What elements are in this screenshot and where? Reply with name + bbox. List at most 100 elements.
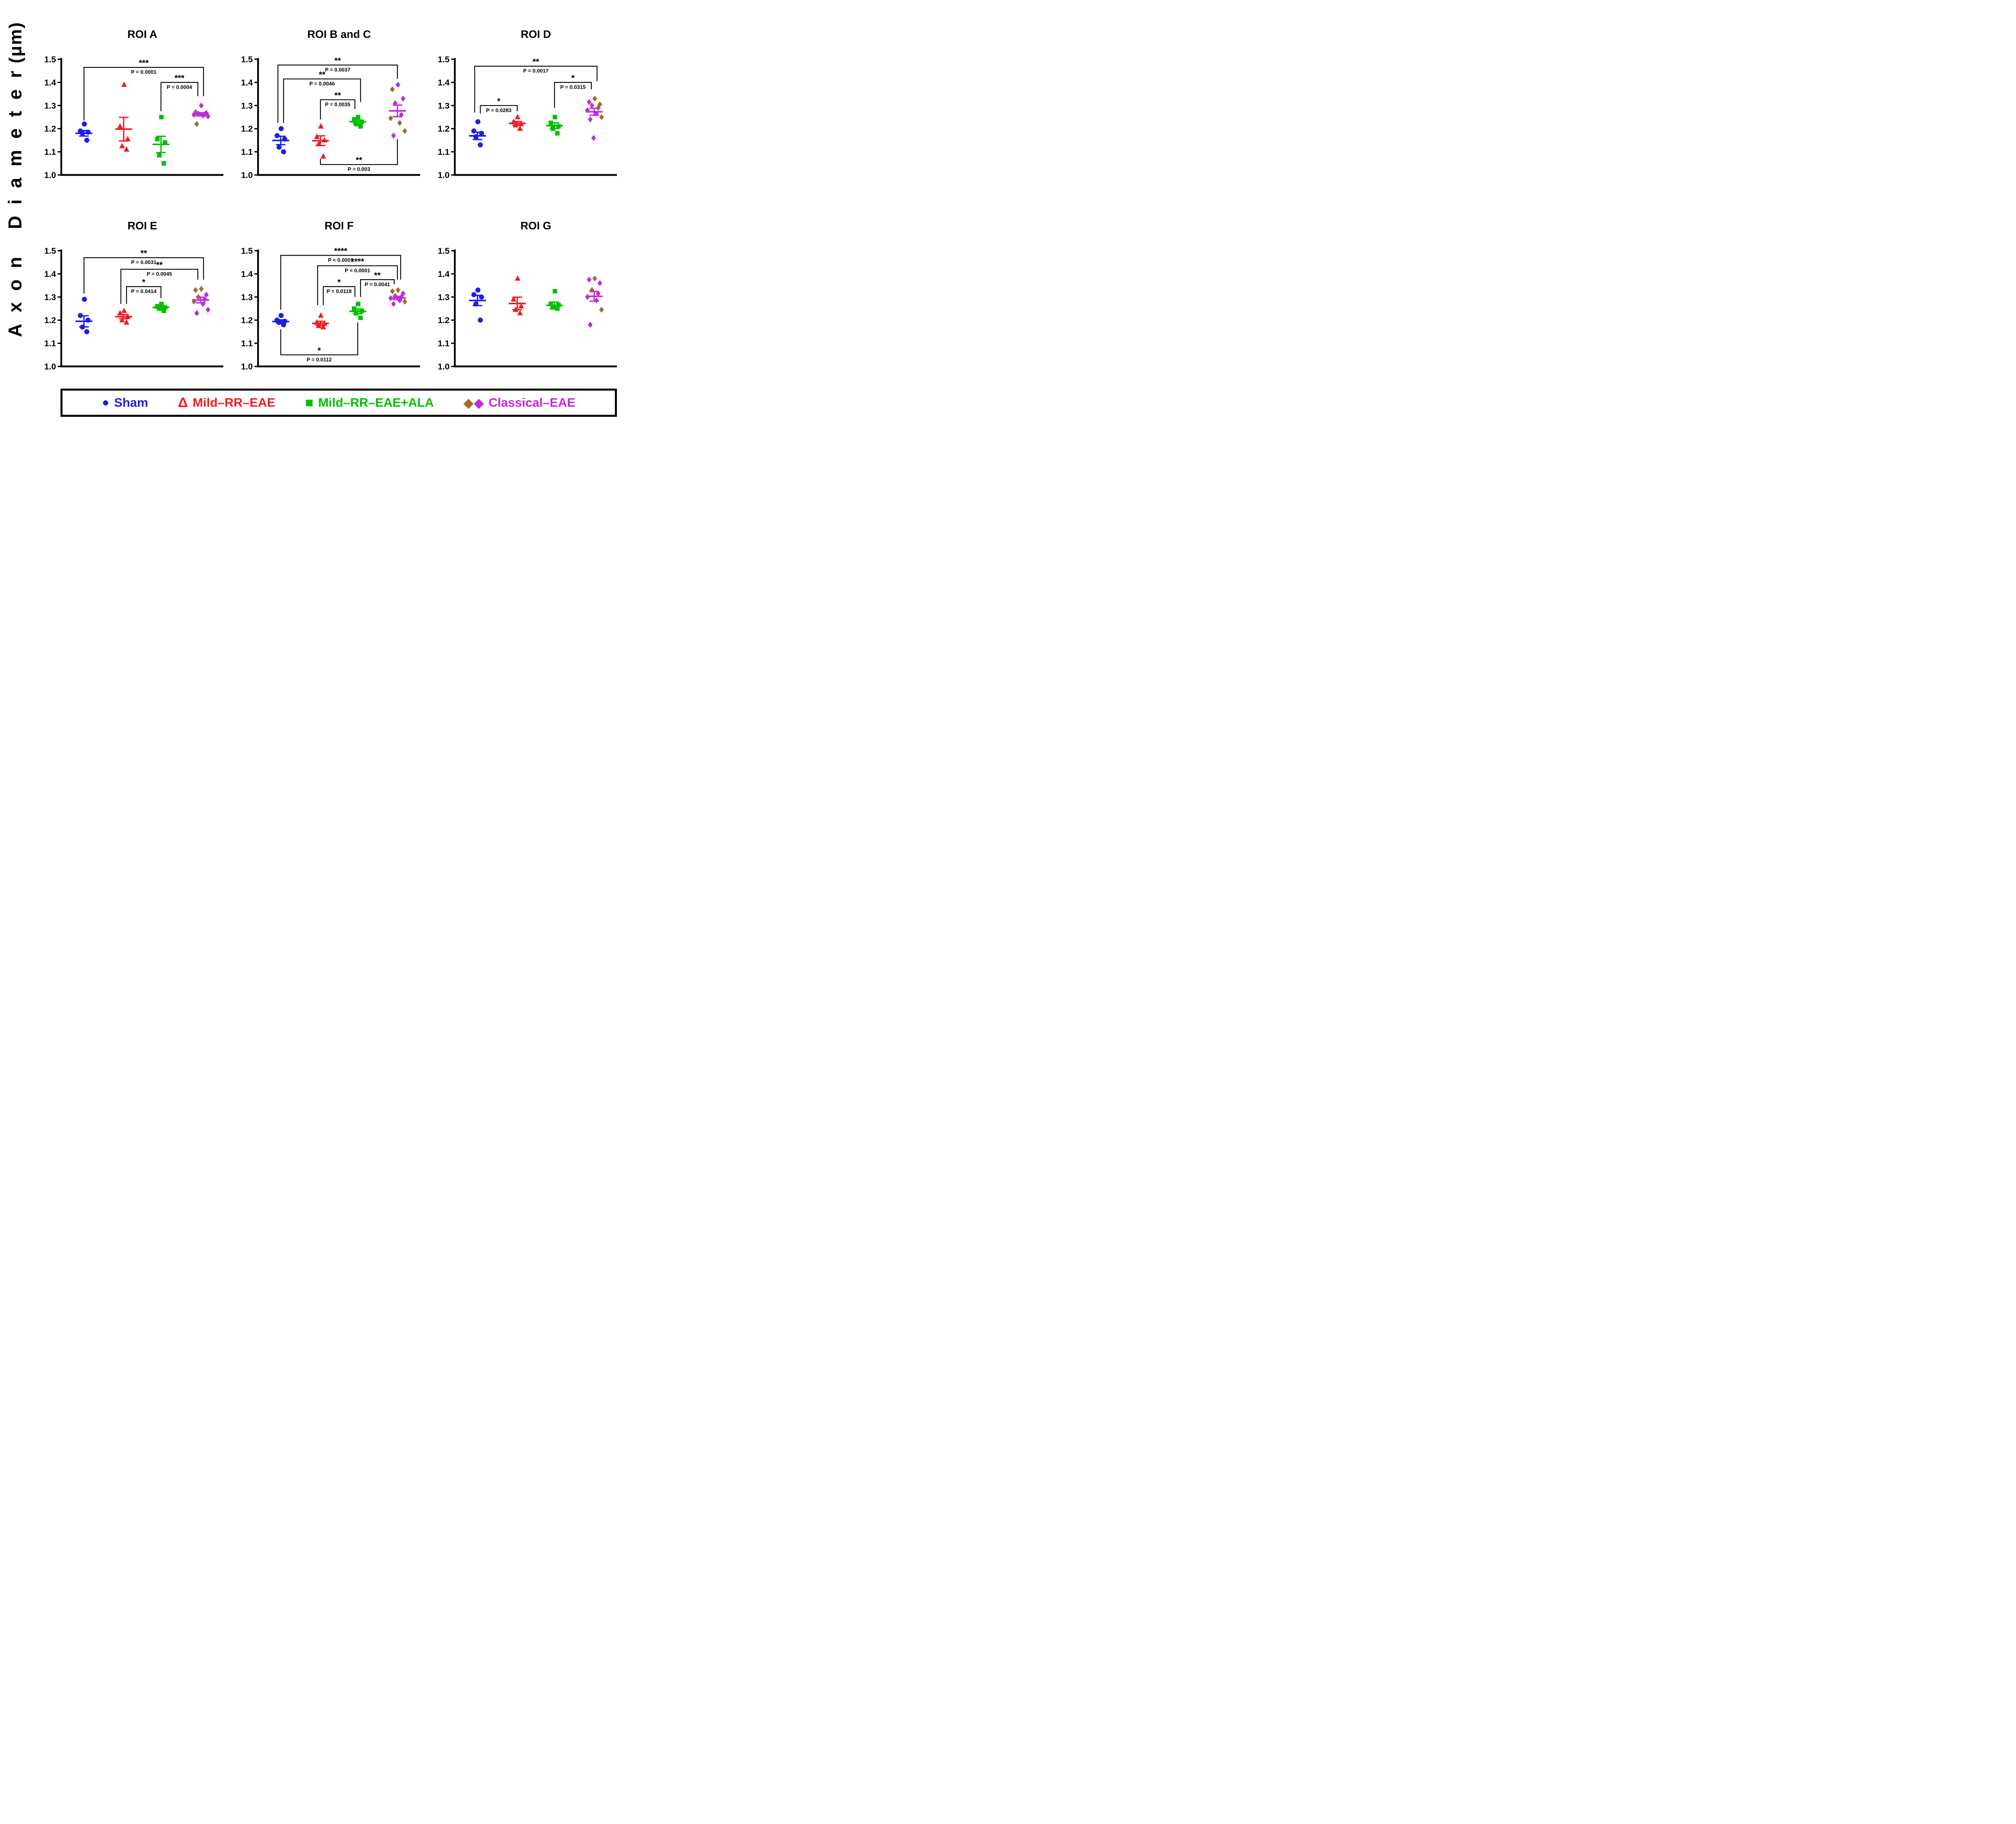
significance-stars: **: [374, 271, 381, 280]
data-point: [123, 146, 129, 152]
scatter-plot-roi-a: 1.01.11.21.31.41.5 ***P = 0.0001***P = 0.…: [44, 55, 223, 180]
data-point: [356, 114, 360, 120]
data-point: [396, 287, 401, 293]
data-point: [475, 287, 481, 293]
significance-bracket: [126, 286, 162, 304]
data-point: [514, 275, 521, 281]
scatter-plot-roi-b-and-c: 1.01.11.21.31.41.5 **P = 0.0037**P = 0.00…: [241, 55, 420, 180]
y-tick-label: 1.2: [241, 316, 253, 325]
data-point: [157, 153, 162, 158]
significance-stars: *: [318, 346, 321, 355]
y-axis-label-column: Axon Diameter (μm): [0, 0, 37, 374]
data-point: [390, 86, 395, 93]
panel-title: ROI D: [521, 28, 551, 40]
data-point: [276, 144, 282, 150]
significance-stars: **: [156, 260, 163, 270]
p-value-label: P < 0.0001: [328, 257, 353, 263]
significance-bracket: [360, 279, 395, 297]
y-tick-label: 1.5: [438, 55, 450, 64]
y-tick-label: 1.1: [438, 148, 450, 157]
p-value-label: P = 0.0004: [167, 84, 192, 90]
data-point: [320, 153, 326, 159]
data-point: [588, 322, 593, 328]
data-point: [518, 303, 524, 309]
panel-roi-a: ROI A 1.0 1.1 1.2 1.3 1.4 1.5 *** P = 0.0001 ***…: [37, 28, 227, 181]
data-point: [477, 317, 483, 323]
data-point: [318, 312, 324, 318]
p-value-label: P = 0.0041: [364, 281, 390, 287]
y-tick-label: 1.4: [241, 270, 253, 279]
significance-bracket: [474, 66, 598, 113]
data-point: [123, 319, 129, 325]
significance-stars: ****: [351, 257, 364, 266]
significance-stars: **: [319, 70, 326, 79]
data-point: [517, 310, 523, 316]
y-tick-label: 1.4: [44, 78, 56, 87]
triangle-marker-icon: Δ: [178, 395, 188, 410]
data-point: [592, 275, 598, 282]
significance-stars: ****: [334, 246, 348, 256]
p-value-label: P = 0.0031: [131, 259, 156, 265]
data-point: [471, 292, 477, 297]
y-tick-label: 1.0: [44, 171, 56, 180]
p-value-label: P = 0.003: [348, 166, 370, 172]
panel-roi-g: ROI G 1.0 1.1 1.2 1.3 1.4 1.5: [431, 220, 620, 372]
data-point: [599, 306, 604, 313]
data-point: [193, 109, 198, 115]
data-point: [402, 128, 407, 134]
data-point: [117, 123, 123, 129]
data-point: [352, 117, 356, 122]
data-point: [588, 116, 593, 123]
p-value-label: P = 0.0112: [307, 356, 332, 362]
data-point: [397, 120, 402, 126]
significance-stars: *: [571, 73, 575, 83]
data-point: [596, 290, 601, 297]
significance-bracket: [554, 82, 592, 108]
data-point: [587, 277, 592, 283]
p-value-label: P = 0.0045: [147, 271, 172, 277]
data-point: [81, 297, 87, 302]
y-tick-label: 1.1: [241, 148, 253, 157]
p-value-label: P = 0.0046: [309, 81, 335, 87]
significance-stars: **: [140, 249, 147, 258]
data-point: [199, 286, 204, 292]
significance-stars: **: [356, 156, 362, 165]
data-point: [591, 135, 596, 141]
data-point: [121, 308, 127, 313]
data-point: [599, 114, 604, 120]
legend-label-mild-rr-eae-ala: Mild–RR–EAE+ALA: [318, 395, 434, 410]
data-point: [592, 96, 598, 102]
data-point: [206, 306, 210, 313]
data-point: [555, 131, 560, 136]
data-point: [281, 149, 286, 154]
p-value-label: P = 0.0001: [131, 69, 156, 75]
y-tick-label: 1.5: [438, 247, 450, 256]
significance-stars: *: [337, 278, 341, 287]
panel-title: ROI E: [127, 220, 157, 232]
significance-bracket: [280, 322, 358, 356]
data-point: [125, 136, 131, 141]
y-tick-label: 1.4: [241, 78, 253, 87]
legend-label-classical-eae: Classical–EAE: [488, 395, 576, 410]
legend-item-sham: ● Sham: [102, 395, 148, 410]
y-tick-label: 1.0: [438, 362, 450, 372]
panel-title: ROI G: [520, 220, 552, 232]
data-point: [396, 81, 401, 88]
y-tick-label: 1.1: [438, 339, 450, 348]
significance-stars: ***: [139, 58, 149, 68]
data-point: [81, 121, 87, 127]
data-point: [162, 140, 167, 145]
legend-box: ● Sham Δ Mild–RR–EAE ■ Mild–RR–EAE+ALA ◆…: [60, 389, 617, 417]
data-point: [356, 302, 360, 306]
figure-root: Axon Diameter (μm) ROI A 1.0 1.1 1.2 1.3 1.4…: [0, 0, 629, 426]
data-point: [159, 114, 164, 120]
legend-item-mild-rr-eae: Δ Mild–RR–EAE: [178, 395, 275, 410]
data-point: [391, 301, 396, 307]
y-tick-label: 1.3: [241, 293, 253, 302]
p-value-label: P = 0.0118: [327, 288, 352, 294]
data-point: [121, 81, 127, 87]
p-value-label: P = 0.0037: [325, 67, 350, 73]
data-point: [400, 96, 406, 102]
significance-stars: *: [142, 278, 146, 287]
y-tick-label: 1.1: [44, 148, 56, 157]
